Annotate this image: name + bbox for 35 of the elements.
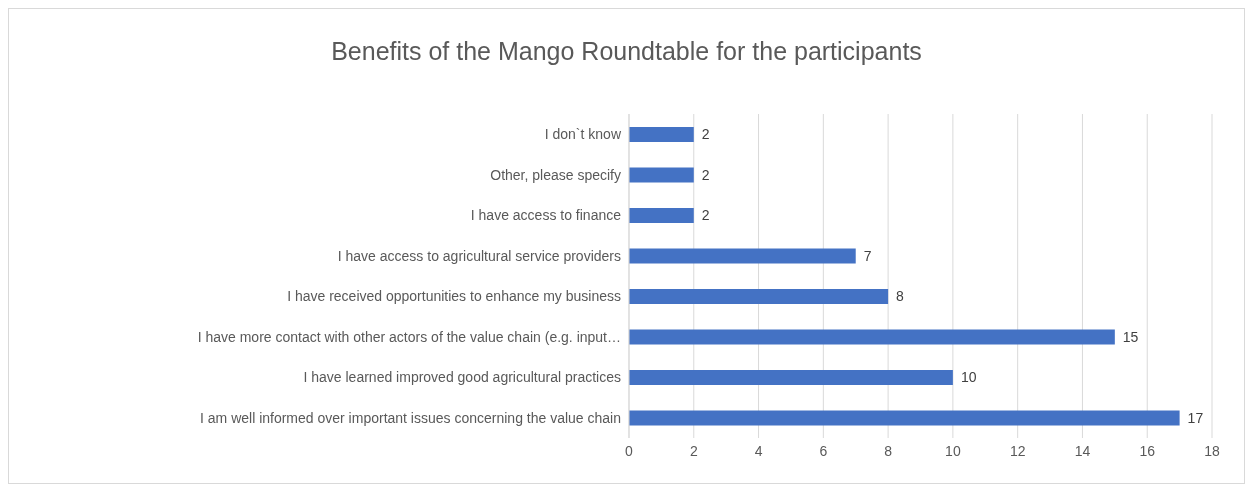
data-label: 15 <box>1122 328 1139 345</box>
data-label: 7 <box>863 247 872 264</box>
x-tick-label: 18 <box>1204 442 1220 459</box>
x-tick-label: 2 <box>689 442 698 459</box>
x-tick-label: 10 <box>945 442 961 459</box>
data-label: 2 <box>701 166 710 183</box>
x-tick-label: 14 <box>1074 442 1091 459</box>
y-tick-label: I have learned improved good agricultural practices <box>303 369 621 386</box>
x-tick-label: 16 <box>1139 442 1156 459</box>
data-label: 2 <box>701 126 710 143</box>
y-tick-label: I have access to agricultural service providers <box>337 247 621 264</box>
bar <box>629 248 856 264</box>
y-tick-label: I have access to finance <box>470 207 622 224</box>
y-tick-label: I have received opportunities to enhance my business <box>287 288 621 305</box>
y-tick-label: I have more contact with other actors of the value chain (e.g. input… <box>197 328 621 345</box>
data-label: 8 <box>896 288 905 305</box>
x-tick-label: 6 <box>819 442 828 459</box>
bar <box>629 329 1115 345</box>
bar <box>629 410 1180 426</box>
x-tick-label: 4 <box>754 442 763 459</box>
x-tick-label: 0 <box>625 442 634 459</box>
bar <box>629 289 889 304</box>
bar <box>629 127 694 142</box>
bar <box>629 167 694 183</box>
bar <box>629 370 953 385</box>
y-tick-label: I am well informed over important issues concerning the value chain <box>200 409 621 426</box>
bar <box>629 208 694 223</box>
y-tick-label: I don`t know <box>544 126 622 143</box>
x-tick-label: 8 <box>884 442 893 459</box>
data-label: 17 <box>1187 409 1204 426</box>
x-tick-label: 12 <box>1009 442 1026 459</box>
data-label: 10 <box>960 369 977 386</box>
data-label: 2 <box>701 207 710 224</box>
chart-title: Benefits of the Mango Roundtable for the participants <box>330 37 923 66</box>
y-tick-label: Other, please specify <box>490 166 621 183</box>
